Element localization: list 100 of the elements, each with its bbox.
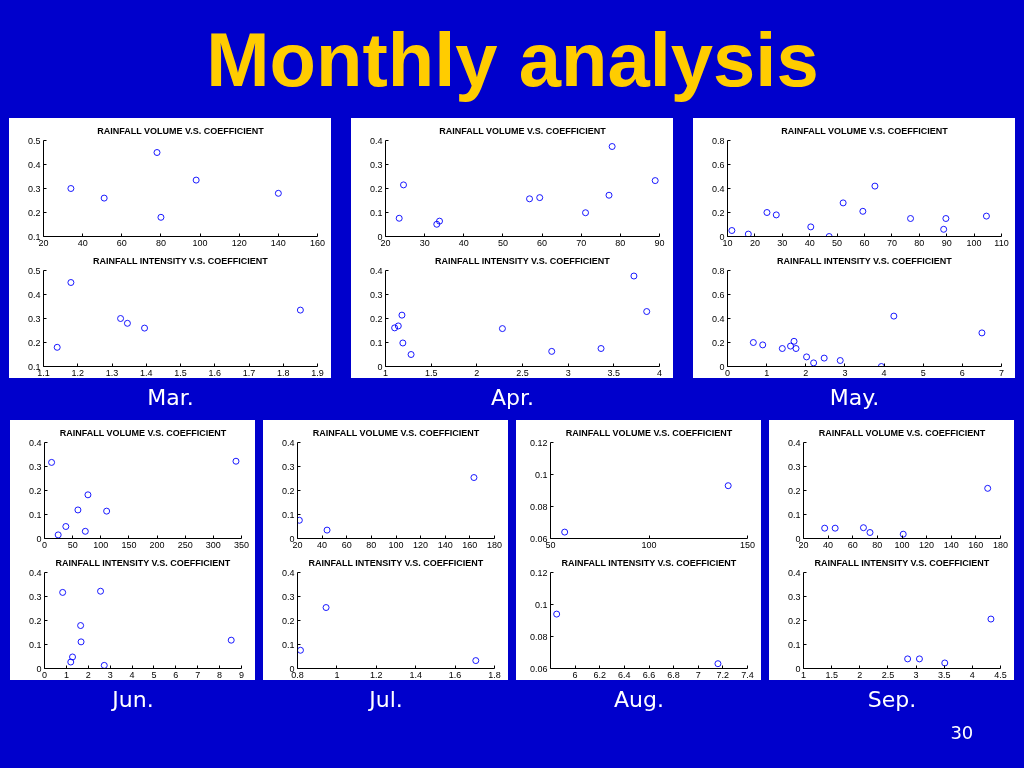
y-tick-label: 0.4 (711, 183, 725, 194)
x-tick-label: 1.9 (311, 367, 324, 378)
y-tick-label: 0.2 (711, 337, 725, 348)
x-tick-label: 3 (913, 669, 919, 680)
x-tick-label: 7 (695, 669, 701, 680)
x-tick-label: 4.5 (994, 669, 1007, 680)
text: Mar. (147, 385, 194, 410)
y-tick-label: 0.4 (787, 437, 801, 448)
x-tick-label: 140 (943, 539, 959, 550)
x-tick-label: 250 (177, 539, 193, 550)
chart-title: RAINFALL INTENSITY V.S. COEFFICIENT (55, 557, 231, 568)
x-tick-label: 350 (233, 539, 250, 550)
chart-title: RAINFALL VOLUME V.S. COEFFICIENT (781, 125, 949, 136)
x-tick-label: 100 (641, 539, 657, 550)
x-tick-label: 6.6 (642, 669, 656, 680)
y-tick-label: 0.2 (281, 485, 295, 496)
x-tick-label: 6 (173, 669, 179, 680)
y-tick-label: 0.2 (369, 313, 383, 324)
x-tick-label: 40 (458, 237, 469, 248)
y-tick-label: 0.1 (787, 639, 801, 650)
x-tick-label: 200 (149, 539, 165, 550)
y-tick-label: 0.4 (27, 289, 41, 300)
chart-title: RAINFALL VOLUME V.S. COEFFICIENT (818, 427, 986, 438)
x-tick-label: 3.5 (937, 669, 951, 680)
y-tick-label: 0.3 (281, 591, 295, 602)
x-tick-label: 70 (576, 237, 587, 248)
x-tick-label: 1 (764, 367, 770, 378)
y-tick-label: 0.1 (534, 469, 548, 480)
x-tick-label: 4 (881, 367, 887, 378)
x-tick-label: 6 (959, 367, 965, 378)
text: 30 (950, 722, 974, 743)
x-tick-label: 80 (155, 237, 166, 248)
x-tick-label: 6.4 (618, 669, 631, 680)
y-tick-label: 0.3 (27, 183, 41, 194)
x-tick-label: 100 (388, 539, 404, 550)
chart-title: RAINFALL VOLUME V.S. COEFFICIENT (565, 427, 733, 438)
chart-title: RAINFALL INTENSITY V.S. COEFFICIENT (434, 255, 611, 266)
y-tick-label: 0.2 (711, 207, 725, 218)
chart-title: RAINFALL VOLUME V.S. COEFFICIENT (312, 427, 480, 438)
x-tick-label: 150 (739, 539, 756, 550)
x-tick-label: 1.4 (409, 669, 422, 680)
x-tick-label: 2 (857, 669, 863, 680)
x-tick-label: 180 (486, 539, 503, 550)
y-tick-label: 0.8 (711, 265, 725, 276)
x-tick-label: 60 (847, 539, 858, 550)
y-tick-label: 0.1 (28, 639, 42, 650)
y-tick-label: 0.1 (534, 599, 548, 610)
x-tick-label: 80 (914, 237, 925, 248)
chart-title: RAINFALL INTENSITY V.S. COEFFICIENT (776, 255, 953, 266)
x-tick-label: 160 (309, 237, 326, 248)
x-tick-label: 120 (231, 237, 247, 248)
text: Jun. (110, 687, 154, 712)
x-tick-label: 2 (85, 669, 91, 680)
x-tick-label: 7 (999, 367, 1005, 378)
x-tick-label: 150 (121, 539, 137, 550)
y-tick-label: 0.3 (28, 591, 42, 602)
x-tick-label: 140 (270, 237, 286, 248)
chart-title: RAINFALL VOLUME V.S. COEFFICIENT (97, 125, 265, 136)
x-tick-label: 5 (151, 669, 157, 680)
y-tick-label: 0.2 (28, 615, 42, 626)
x-tick-label: 90 (941, 237, 952, 248)
y-tick-label: 0.3 (369, 289, 383, 300)
x-tick-label: 100 (192, 237, 208, 248)
text: Sep. (867, 687, 917, 712)
x-tick-label: 2 (474, 367, 480, 378)
x-tick-label: 1.4 (139, 367, 153, 378)
x-tick-label: 2.5 (516, 367, 529, 378)
x-tick-label: 80 (872, 539, 883, 550)
y-tick-label: 0.3 (281, 461, 295, 472)
x-tick-label: 140 (437, 539, 453, 550)
x-tick-label: 80 (615, 237, 626, 248)
chart-title: RAINFALL INTENSITY V.S. COEFFICIENT (814, 557, 990, 568)
chart-title: RAINFALL INTENSITY V.S. COEFFICIENT (561, 557, 737, 568)
y-tick-label: 0.4 (787, 567, 801, 578)
y-tick-label: 0.6 (711, 159, 725, 170)
y-tick-label: 0.1 (28, 509, 42, 520)
y-tick-label: 0.06 (529, 663, 548, 674)
x-tick-label: 300 (205, 539, 221, 550)
x-tick-label: 7.4 (741, 669, 754, 680)
y-tick-label: 0.2 (281, 615, 295, 626)
x-tick-label: 3 (565, 367, 571, 378)
x-tick-label: 50 (497, 237, 508, 248)
text: Jul. (367, 687, 403, 712)
x-tick-label: 100 (894, 539, 910, 550)
x-tick-label: 2.5 (881, 669, 895, 680)
x-tick-label: 1.2 (370, 669, 383, 680)
y-tick-label: 0.3 (787, 461, 801, 472)
y-tick-label: 0.2 (28, 485, 42, 496)
y-tick-label: 0.1 (281, 639, 295, 650)
x-tick-label: 1.2 (71, 367, 85, 378)
y-tick-label: 0.4 (281, 437, 295, 448)
x-tick-label: 3.5 (607, 367, 621, 378)
y-tick-label: 0.3 (27, 313, 41, 324)
x-tick-label: 1 (63, 669, 69, 680)
x-tick-label: 6 (572, 669, 578, 680)
y-tick-label: 0.2 (787, 485, 801, 496)
y-tick-label: 0.2 (369, 183, 383, 194)
y-tick-label: 0.4 (28, 437, 42, 448)
x-tick-label: 30 (419, 237, 430, 248)
y-tick-label: 0.08 (529, 501, 548, 512)
